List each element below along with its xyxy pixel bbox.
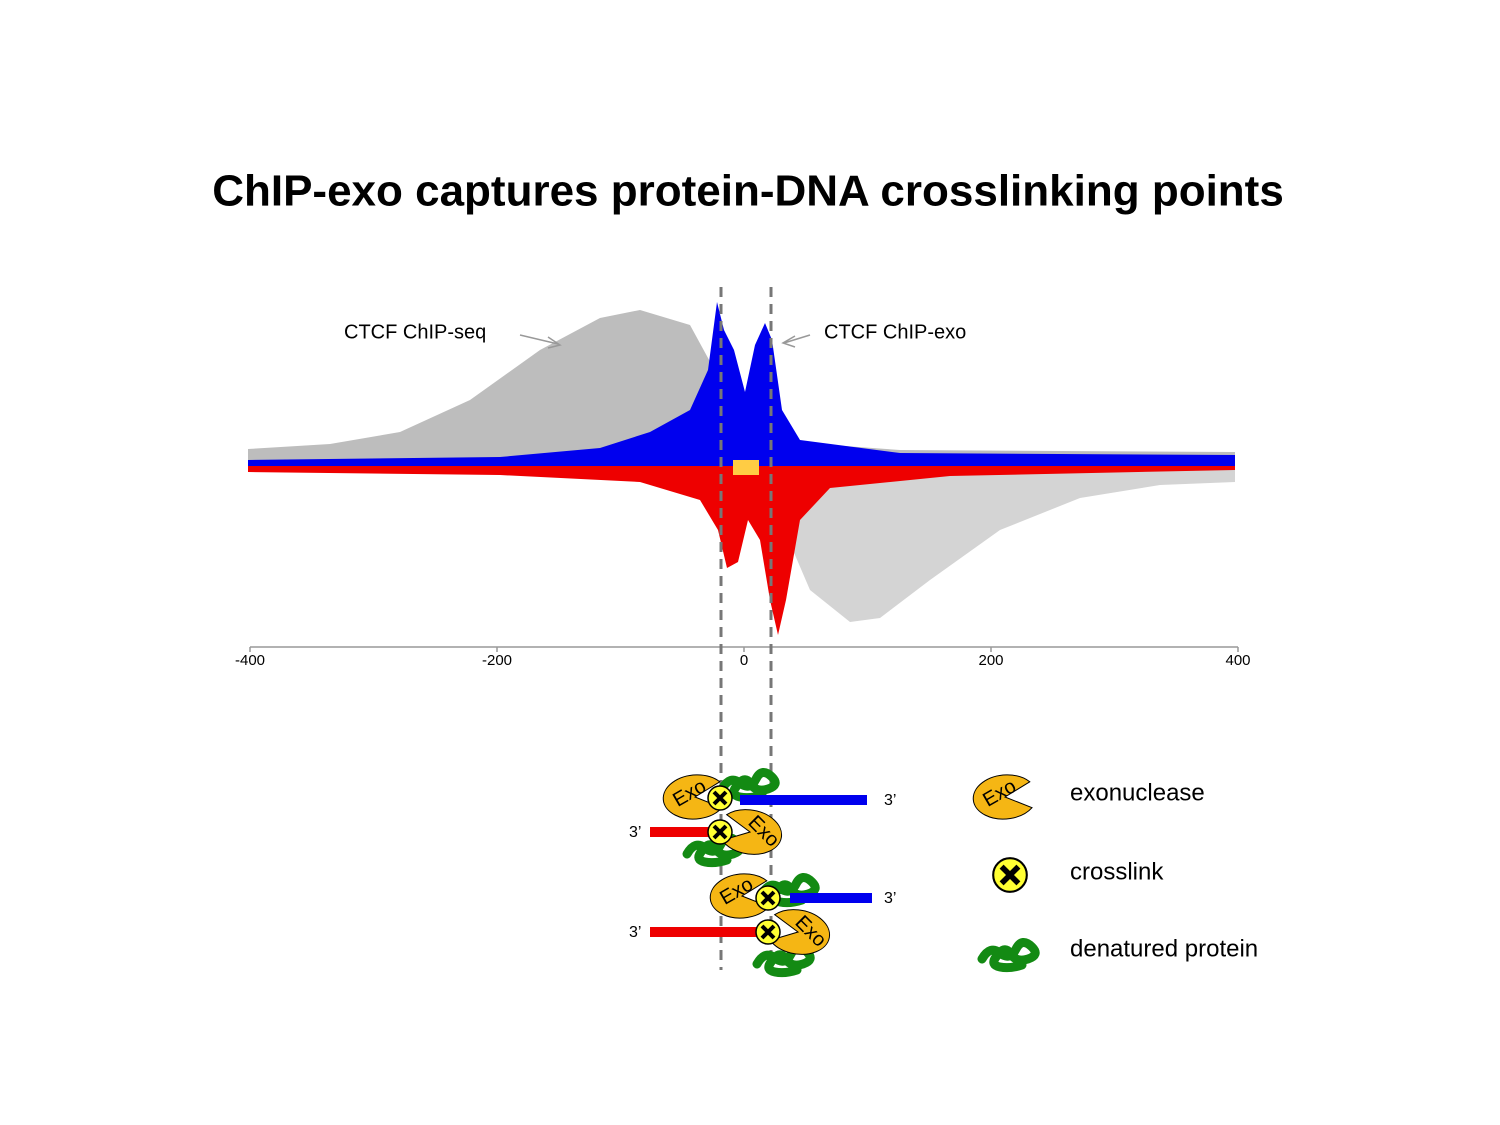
crosslink [706, 784, 734, 812]
legend-label: crosslink [1070, 858, 1164, 885]
strand [740, 795, 867, 805]
chip-seq-top [248, 310, 1235, 466]
strand [650, 827, 720, 837]
motif [733, 460, 759, 475]
chip-exo-bottom [248, 466, 1235, 635]
x-tick-label: 200 [978, 652, 1003, 669]
legend-label: denatured protein [1070, 935, 1258, 962]
crosslink [754, 884, 782, 912]
chip-seq-bottom [248, 466, 1235, 622]
x-tick-label: -400 [235, 652, 265, 669]
x-tick-label: 400 [1225, 652, 1250, 669]
strand [790, 893, 872, 903]
legend-icon [982, 942, 1035, 967]
strand-end: 3’ [884, 792, 896, 809]
strand-end: 3’ [629, 924, 641, 941]
arrow [781, 334, 811, 348]
strand-end: 3’ [629, 824, 641, 841]
strand [650, 927, 760, 937]
legend-icon [993, 858, 1027, 892]
strand-end: 3’ [884, 890, 896, 907]
legend: Exo exonuclease crosslink denatured prot… [970, 772, 1258, 968]
complexes: Exo Exo Exo Exo 3’ 3’ 3’ 3’ [629, 772, 896, 972]
arrow [519, 334, 562, 349]
annotation: CTCF ChIP-exo [824, 321, 966, 343]
crosslink [754, 918, 782, 946]
profiles [248, 302, 1235, 635]
chip-exo-top [248, 302, 1235, 466]
crosslink [706, 818, 734, 846]
title: ChIP-exo captures protein-DNA crosslinki… [212, 167, 1284, 216]
annotation: CTCF ChIP-seq [344, 321, 486, 343]
x-tick-label: -200 [482, 652, 512, 669]
legend-label: exonuclease [1070, 779, 1205, 806]
x-tick-label: 0 [740, 652, 748, 669]
